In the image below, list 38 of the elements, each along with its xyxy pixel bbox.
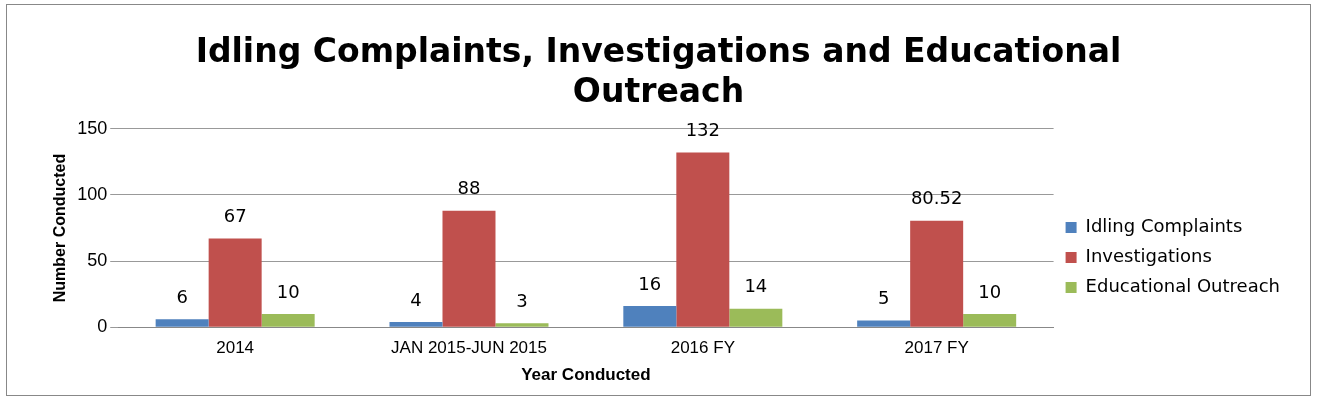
- x-tick-label: 2016 FY: [670, 338, 735, 358]
- chart-title: Idling Complaints, Investigations and Educational Outreach: [194, 31, 1123, 111]
- data-label: 88: [457, 177, 481, 199]
- y-tick-label: 50: [87, 250, 108, 271]
- bar: [442, 210, 496, 327]
- y-tick-label: 150: [77, 117, 108, 138]
- bar: [676, 152, 730, 327]
- bar: [963, 313, 1017, 327]
- bar: [623, 306, 677, 327]
- data-label: 132: [685, 119, 721, 141]
- bar: [495, 323, 549, 327]
- legend-label: Idling Complaints: [1085, 215, 1243, 237]
- x-tick-label: JAN 2015-JUN 2015: [391, 338, 547, 358]
- y-tick-label: 100: [77, 183, 108, 204]
- data-label: 80.52: [910, 187, 963, 209]
- bar: [261, 313, 315, 327]
- bar: [389, 321, 443, 327]
- data-label: 14: [744, 275, 768, 297]
- bar: [208, 238, 262, 327]
- x-axis-title: Year Conducted: [521, 365, 651, 385]
- y-tick-label: 0: [97, 316, 108, 337]
- bar: [729, 308, 783, 327]
- x-tick-label: 2014: [216, 338, 255, 358]
- data-label: 16: [638, 272, 662, 294]
- bar: [155, 319, 209, 327]
- x-tick-label: 2017 FY: [904, 338, 969, 358]
- data-label: 6: [176, 285, 188, 307]
- data-label: 3: [516, 289, 528, 311]
- data-label: 10: [978, 280, 1002, 302]
- data-label: 67: [223, 205, 247, 227]
- y-axis-title: Number Conducted: [51, 153, 69, 303]
- legend-label: Investigations: [1085, 245, 1212, 267]
- data-label: 4: [410, 288, 422, 310]
- bar: [857, 320, 911, 327]
- data-label: 10: [276, 280, 300, 302]
- bar: [910, 220, 964, 327]
- legend-label: Educational Outreach: [1085, 275, 1281, 297]
- data-label: 5: [877, 287, 890, 309]
